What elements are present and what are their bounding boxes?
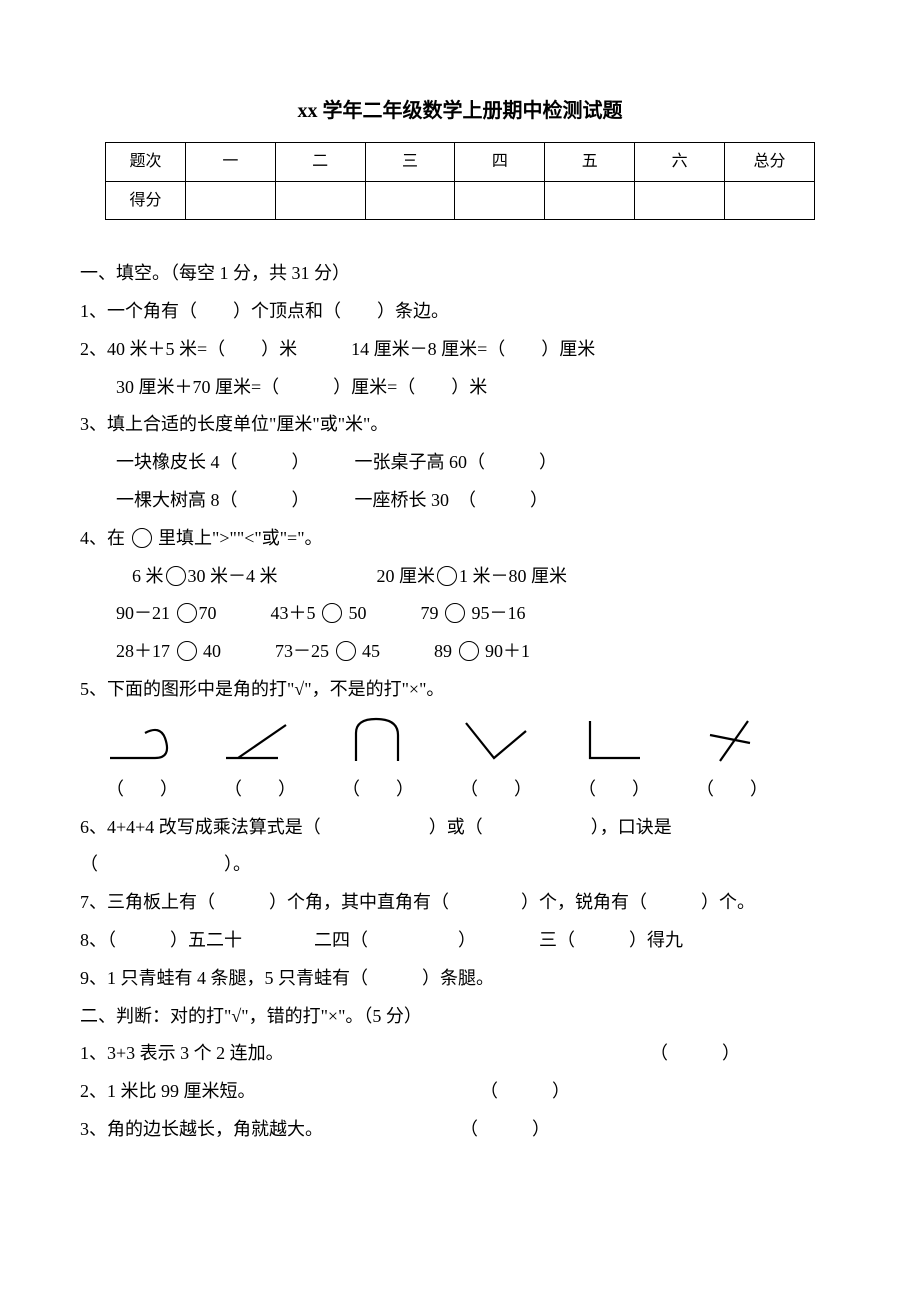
- q5-answers: （ ） （ ） （ ） （ ） （ ） （ ）: [80, 771, 840, 809]
- q4-text: 90＋1: [481, 641, 531, 661]
- page-title: xx 学年二年级数学上册期中检测试题: [80, 90, 840, 132]
- paren-blank: （ ）: [480, 1073, 570, 1111]
- circle-icon: [166, 566, 186, 586]
- score-table: 题次 一 二 三 四 五 六 总分 得分: [105, 142, 815, 220]
- q2-line1: 2、40 米＋5 米=（ ）米 14 厘米－8 厘米=（ ）厘米: [80, 331, 840, 369]
- q7: 7、三角板上有（ ）个角，其中直角有（ ）个，锐角有（ ）个。: [80, 884, 840, 922]
- q4-text: 95－16: [467, 603, 526, 623]
- shape-3: [336, 713, 420, 769]
- circle-icon: [336, 641, 356, 661]
- paren-blank: （ ）: [572, 771, 656, 809]
- shape-6: [690, 713, 774, 769]
- q4-text: 30 米－4 米: [188, 566, 278, 586]
- score-cell: 一: [185, 143, 275, 182]
- paren-blank: （ ）: [690, 771, 774, 809]
- circle-icon: [132, 528, 152, 548]
- paren-blank: （ ）: [336, 771, 420, 809]
- circle-icon: [445, 603, 465, 623]
- q4-text: 1 米－80 厘米: [459, 566, 567, 586]
- score-cell: [275, 181, 365, 220]
- circle-icon: [437, 566, 457, 586]
- paren-blank: （ ）: [650, 1035, 740, 1073]
- score-cell: 六: [635, 143, 725, 182]
- tf-text: 3、角的边长越长，角就越大。: [80, 1111, 323, 1149]
- section-2-heading: 二、判断：对的打"√"，错的打"×"。（5 分）: [80, 998, 840, 1036]
- q4-text: 6 米: [132, 566, 164, 586]
- score-cell: 四: [455, 143, 545, 182]
- tf-text: 2、1 米比 99 厘米短。: [80, 1073, 256, 1111]
- q3-line2: 一棵大树高 8（ ） 一座桥长 30 （ ）: [80, 482, 840, 520]
- tf-q2: 2、1 米比 99 厘米短。 （ ）: [80, 1073, 840, 1111]
- paren-blank: （ ）: [100, 771, 184, 809]
- paren-blank: （ ）: [460, 1111, 550, 1149]
- q4-text: 70 43＋5: [199, 603, 321, 623]
- score-cell: [545, 181, 635, 220]
- shape-5: [572, 713, 656, 769]
- circle-icon: [322, 603, 342, 623]
- tf-q1: 1、3+3 表示 3 个 2 连加。 （ ）: [80, 1035, 840, 1073]
- score-cell: [635, 181, 725, 220]
- q2-line2: 30 厘米＋70 厘米=（ ）厘米=（ ）米: [80, 369, 840, 407]
- q4-text: 20 厘米: [377, 566, 436, 586]
- q4-text: 里填上">""<"或"="。: [154, 528, 323, 548]
- q1: 1、一个角有（ ）个顶点和（ ）条边。: [80, 293, 840, 331]
- shape-4: [454, 713, 538, 769]
- q8: 8、（ ）五二十 二四（ ） 三（ ）得九: [80, 922, 840, 960]
- q5-heading: 5、下面的图形中是角的打"√"，不是的打"×"。: [80, 671, 840, 709]
- shape-1: [100, 713, 184, 769]
- score-cell: 题次: [106, 143, 186, 182]
- q9: 9、1 只青蛙有 4 条腿，5 只青蛙有（ ）条腿。: [80, 960, 840, 998]
- tf-text: 1、3+3 表示 3 个 2 连加。: [80, 1035, 284, 1073]
- paren-blank: （ ）: [454, 771, 538, 809]
- q3-line1: 一块橡皮长 4（ ） 一张桌子高 60（ ）: [80, 444, 840, 482]
- q4-text: 45 89: [358, 641, 457, 661]
- q4-text: 28＋17: [116, 641, 175, 661]
- circle-icon: [177, 603, 197, 623]
- shape-2: [218, 713, 302, 769]
- q4-row1: 6 米 30 米－4 米 20 厘米 1 米－80 厘米: [80, 558, 840, 596]
- shapes-row: [80, 713, 840, 769]
- circle-icon: [459, 641, 479, 661]
- q4-text: 90－21: [116, 603, 175, 623]
- score-cell: 二: [275, 143, 365, 182]
- paren-blank: （ ）: [218, 771, 302, 809]
- q4-row2: 90－21 70 43＋5 50 79 95－16: [80, 595, 840, 633]
- q4-heading: 4、在 里填上">""<"或"="。: [80, 520, 840, 558]
- q4-text: 40 73－25: [199, 641, 334, 661]
- q4-text: 50 79: [344, 603, 443, 623]
- score-cell: [455, 181, 545, 220]
- score-cell: 总分: [725, 143, 815, 182]
- q4-row3: 28＋17 40 73－25 45 89 90＋1: [80, 633, 840, 671]
- score-cell: [365, 181, 455, 220]
- score-cell: 五: [545, 143, 635, 182]
- score-cell: [725, 181, 815, 220]
- score-cell: 三: [365, 143, 455, 182]
- tf-q3: 3、角的边长越长，角就越大。 （ ）: [80, 1111, 840, 1149]
- score-cell: 得分: [106, 181, 186, 220]
- score-cell: [185, 181, 275, 220]
- q6: 6、4+4+4 改写成乘法算式是（ ）或（ ），口诀是（ ）。: [80, 809, 840, 885]
- q3-heading: 3、填上合适的长度单位"厘米"或"米"。: [80, 406, 840, 444]
- circle-icon: [177, 641, 197, 661]
- section-1-heading: 一、填空。（每空 1 分，共 31 分）: [80, 255, 840, 293]
- q4-text: 4、在: [80, 528, 130, 548]
